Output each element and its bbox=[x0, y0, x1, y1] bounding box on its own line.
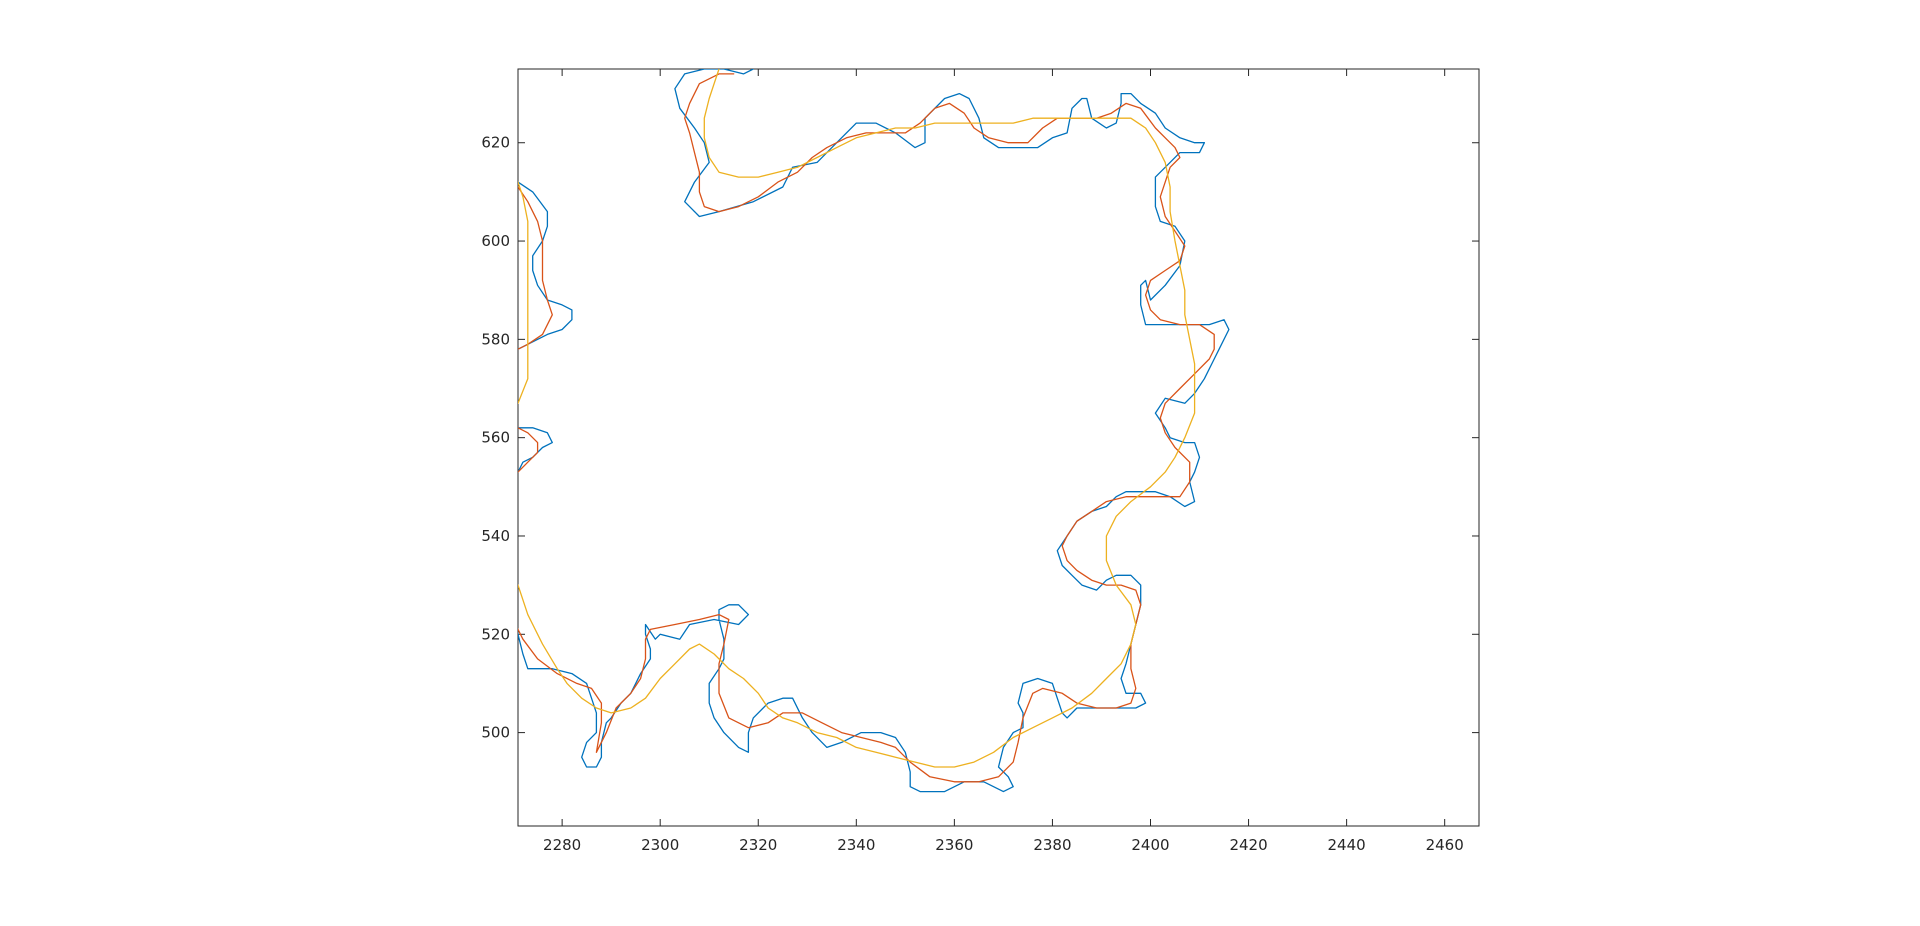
y-tick-label: 620 bbox=[481, 134, 510, 152]
x-tick-label: 2360 bbox=[935, 836, 973, 854]
tick-marks bbox=[518, 69, 1479, 826]
y-tick-label: 600 bbox=[481, 232, 510, 250]
series-layer bbox=[518, 69, 1230, 793]
axes-frame bbox=[517, 68, 1480, 827]
series-1-contour-4 bbox=[674, 69, 754, 213]
series-3 bbox=[518, 69, 1196, 768]
x-tick-label: 2320 bbox=[739, 836, 777, 854]
y-tick-labels: 500 520 540 560 580 600 620 bbox=[481, 134, 510, 742]
series-1-contour-1 bbox=[518, 92, 1230, 793]
x-tick-label: 2400 bbox=[1131, 836, 1169, 854]
y-tick-label: 540 bbox=[481, 527, 510, 545]
y-tick-label: 580 bbox=[481, 330, 510, 348]
series-3-contour-1 bbox=[518, 69, 1196, 768]
y-tick-label: 560 bbox=[481, 429, 510, 447]
x-tick-label: 2460 bbox=[1426, 836, 1464, 854]
x-tick-label: 2380 bbox=[1033, 836, 1071, 854]
series-1 bbox=[518, 69, 1230, 793]
series-1-contour-3 bbox=[518, 427, 553, 473]
series-1-contour-2 bbox=[518, 181, 573, 350]
y-tick-label: 500 bbox=[481, 724, 510, 742]
x-tick-label: 2340 bbox=[837, 836, 875, 854]
y-tick-label: 520 bbox=[481, 625, 510, 643]
series-2-contour-1 bbox=[518, 73, 1215, 783]
series-2-contour-3 bbox=[518, 427, 539, 473]
x-tick-label: 2280 bbox=[543, 836, 581, 854]
x-tick-labels: 2280 2300 2320 2340 2360 2380 2400 2420 2440 2460 bbox=[543, 836, 1464, 854]
series-2 bbox=[518, 73, 1215, 783]
x-tick-label: 2440 bbox=[1328, 836, 1366, 854]
x-tick-label: 2420 bbox=[1229, 836, 1267, 854]
series-2-contour-2 bbox=[518, 186, 553, 350]
x-tick-label: 2300 bbox=[641, 836, 679, 854]
series-3-contour-2 bbox=[518, 181, 529, 404]
